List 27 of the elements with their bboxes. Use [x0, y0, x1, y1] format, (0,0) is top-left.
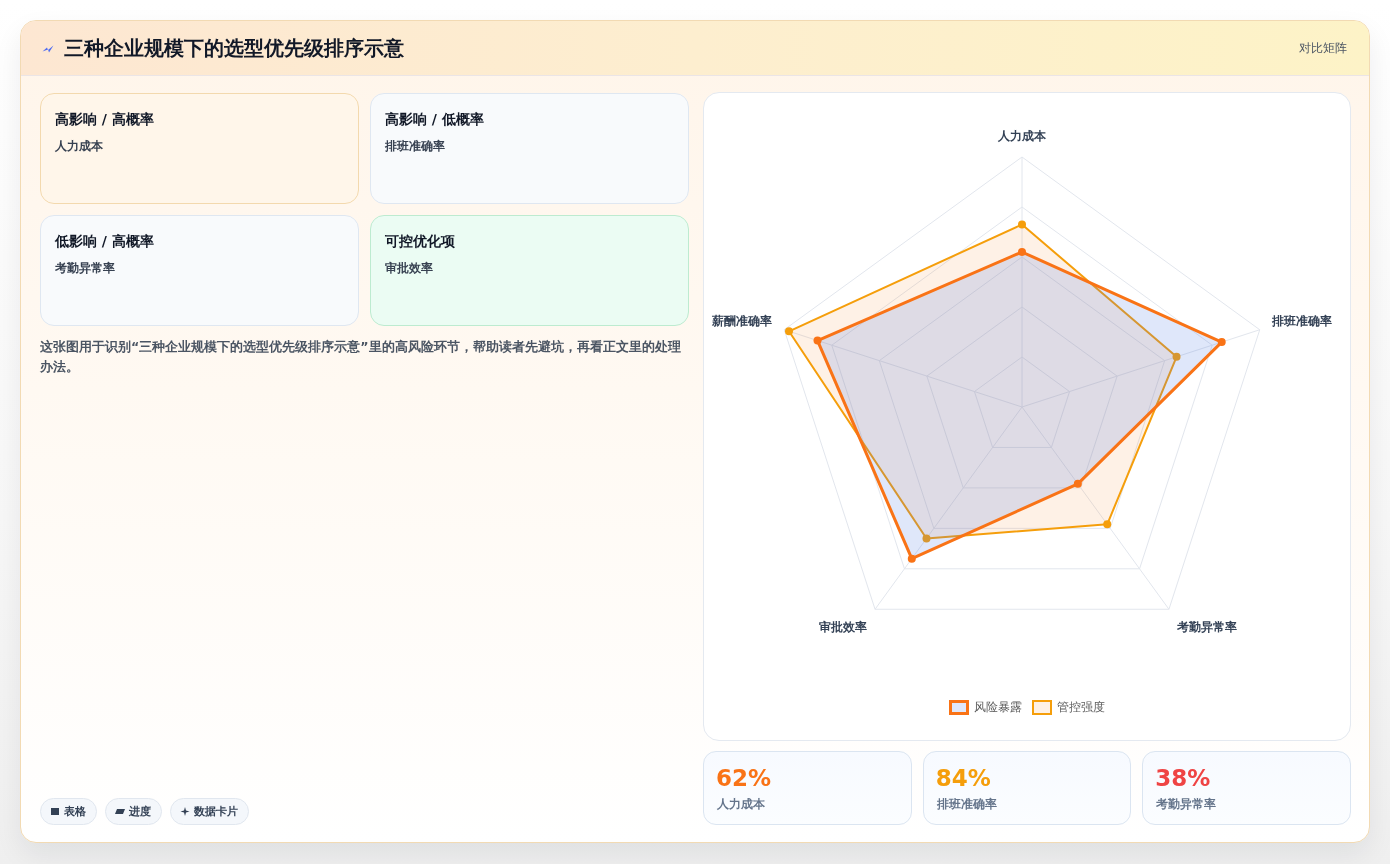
text: 三种企业规模下的选型优先级排序示意	[64, 35, 404, 62]
text: 84%	[935, 764, 991, 793]
text: 排班准确率	[936, 796, 997, 812]
text: 人力成本	[55, 138, 103, 155]
text: 考勤异常率	[55, 260, 115, 277]
text: 对比矩阵	[1299, 40, 1347, 57]
text: 表格	[64, 804, 86, 819]
text: 考勤异常率	[1156, 796, 1217, 812]
spoke-label: 审批效率	[819, 620, 868, 635]
text: 审批效率	[385, 260, 433, 277]
text: 可控优化项	[385, 232, 455, 251]
text: 人力成本	[717, 796, 765, 812]
text: 低影响 / 高概率	[55, 232, 154, 251]
spoke-label: 考勤异常率	[1175, 620, 1237, 635]
spoke-label: 人力成本	[997, 128, 1047, 143]
text: 排班准确率	[385, 138, 445, 155]
legend-label: 管控强度	[1057, 699, 1105, 715]
text: 38%	[1155, 764, 1211, 793]
text: 进度	[129, 804, 151, 819]
text: 高影响 / 低概率	[385, 110, 484, 129]
text: 数据卡片	[194, 804, 238, 819]
text: 62%	[716, 764, 772, 793]
text: 这张图用于识别“三种企业规模下的选型优先级排序示意”里的高风险环节，帮助读者先避坑，再看正文里的处理办法。	[40, 338, 682, 376]
legend-label: 风险暴露	[974, 699, 1022, 715]
spoke-label: 薪酬准确率	[710, 314, 772, 329]
text: 高影响 / 高概率	[55, 110, 154, 129]
spoke-label: 排班准确率	[1271, 314, 1333, 329]
